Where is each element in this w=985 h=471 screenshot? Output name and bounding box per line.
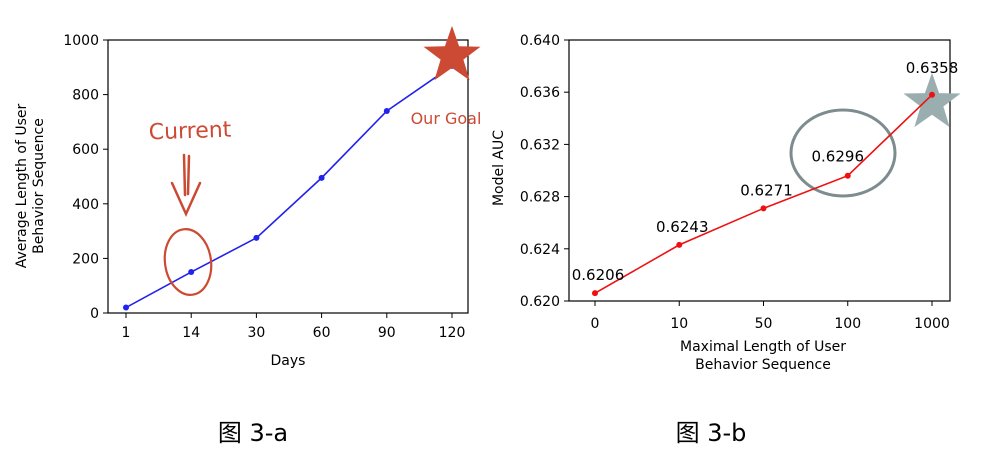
caption-a: 图 3-a <box>218 419 288 447</box>
chart-b-x-tick-label: 100 <box>834 316 861 332</box>
chart-b-data-label: 0.6206 <box>572 266 625 284</box>
chart-a-data-point <box>123 304 129 311</box>
chart-b-x-tick-label: 10 <box>670 316 688 332</box>
chart-b: 0.620 0.624 0.628 0.632 0.636 0.640 0 10 50 100 1… <box>491 33 961 373</box>
chart-b-x-ticks: 0 10 50 100 1000 <box>591 301 950 332</box>
chart-a-y-ticks: 0 200 400 600 800 1000 <box>63 33 108 322</box>
chart-b-data-point <box>760 205 767 212</box>
chart-a-x-tick-label: 120 <box>439 325 466 341</box>
chart-a-data-point <box>253 234 260 241</box>
chart-b-data-label: 0.6296 <box>812 148 865 166</box>
chart-b-y-tick-label: 0.624 <box>520 242 560 258</box>
chart-a-data-point <box>188 269 195 276</box>
chart-b-y-tick-label: 0.636 <box>520 85 560 101</box>
chart-a-x-tick-label: 1 <box>122 325 131 341</box>
current-highlight-circle <box>163 228 213 296</box>
caption-b: 图 3-b <box>676 419 747 447</box>
chart-b-x-axis-label-line-2: Behavior Sequence <box>695 357 831 373</box>
chart-a-x-axis-label: Days <box>271 353 306 369</box>
chart-a-y-axis-label-line-2: Behavior Sequence <box>31 118 47 254</box>
chart-a-x-tick-label: 90 <box>378 325 396 341</box>
chart-b-y-ticks: 0.620 0.624 0.628 0.632 0.636 0.640 <box>520 33 569 310</box>
chart-b-y-tick-label: 0.620 <box>520 294 560 310</box>
goal-annotation-label: Our Goal <box>411 109 482 128</box>
chart-b-y-tick-label: 0.632 <box>520 137 560 153</box>
highlight-circle <box>789 108 897 198</box>
chart-b-data-point <box>592 290 598 297</box>
chart-a-x-tick-label: 30 <box>247 325 265 341</box>
target-star-icon <box>903 72 961 128</box>
chart-a-x-ticks: 1 14 30 60 90 120 <box>122 313 466 341</box>
chart-a: 0 200 400 600 800 1000 1 14 30 60 90 120 Days Aver… <box>14 25 482 369</box>
chart-b-x-tick-label: 0 <box>591 316 600 332</box>
chart-a-y-axis-label: Average Length of User Behavior Sequence <box>14 103 47 268</box>
current-annotation-label: Current <box>148 118 232 146</box>
chart-b-data-point <box>844 172 851 179</box>
chart-b-plot-frame <box>568 39 951 302</box>
chart-b-y-axis-label: Model AUC <box>491 130 507 206</box>
chart-b-y-tick-label: 0.628 <box>520 190 560 206</box>
chart-a-y-tick-label: 200 <box>72 251 99 267</box>
chart-b-data-label: 0.6358 <box>906 59 959 77</box>
chart-a-data-point <box>383 107 390 114</box>
chart-b-data-label: 0.6271 <box>740 181 793 199</box>
chart-a-y-tick-label: 800 <box>72 88 99 104</box>
chart-b-x-tick-label: 1000 <box>914 316 950 332</box>
chart-a-series-line <box>125 65 453 309</box>
chart-a-plot-frame <box>107 39 469 314</box>
chart-a-y-tick-label: 1000 <box>63 33 99 49</box>
chart-a-y-axis-label-line-1: Average Length of User <box>14 103 30 268</box>
chart-b-x-tick-label: 50 <box>755 316 773 332</box>
chart-a-y-tick-label: 400 <box>72 197 99 213</box>
chart-b-data-point <box>676 241 683 248</box>
chart-b-data-point <box>929 91 935 98</box>
down-arrow-icon <box>170 153 202 218</box>
goal-star-icon <box>423 25 481 81</box>
chart-b-x-axis-label-line-1: Maximal Length of User <box>680 339 846 355</box>
chart-a-x-tick-label: 14 <box>182 325 200 341</box>
chart-a-y-tick-label: 0 <box>90 306 99 322</box>
chart-b-points <box>592 91 935 297</box>
chart-b-data-labels: 0.6206 0.6243 0.6271 0.6296 0.6358 <box>572 59 959 284</box>
chart-a-x-tick-label: 60 <box>313 325 331 341</box>
chart-a-y-tick-label: 600 <box>72 142 99 158</box>
chart-b-data-label: 0.6243 <box>656 218 709 236</box>
chart-a-data-point <box>318 174 325 181</box>
chart-b-y-tick-label: 0.640 <box>520 33 560 49</box>
